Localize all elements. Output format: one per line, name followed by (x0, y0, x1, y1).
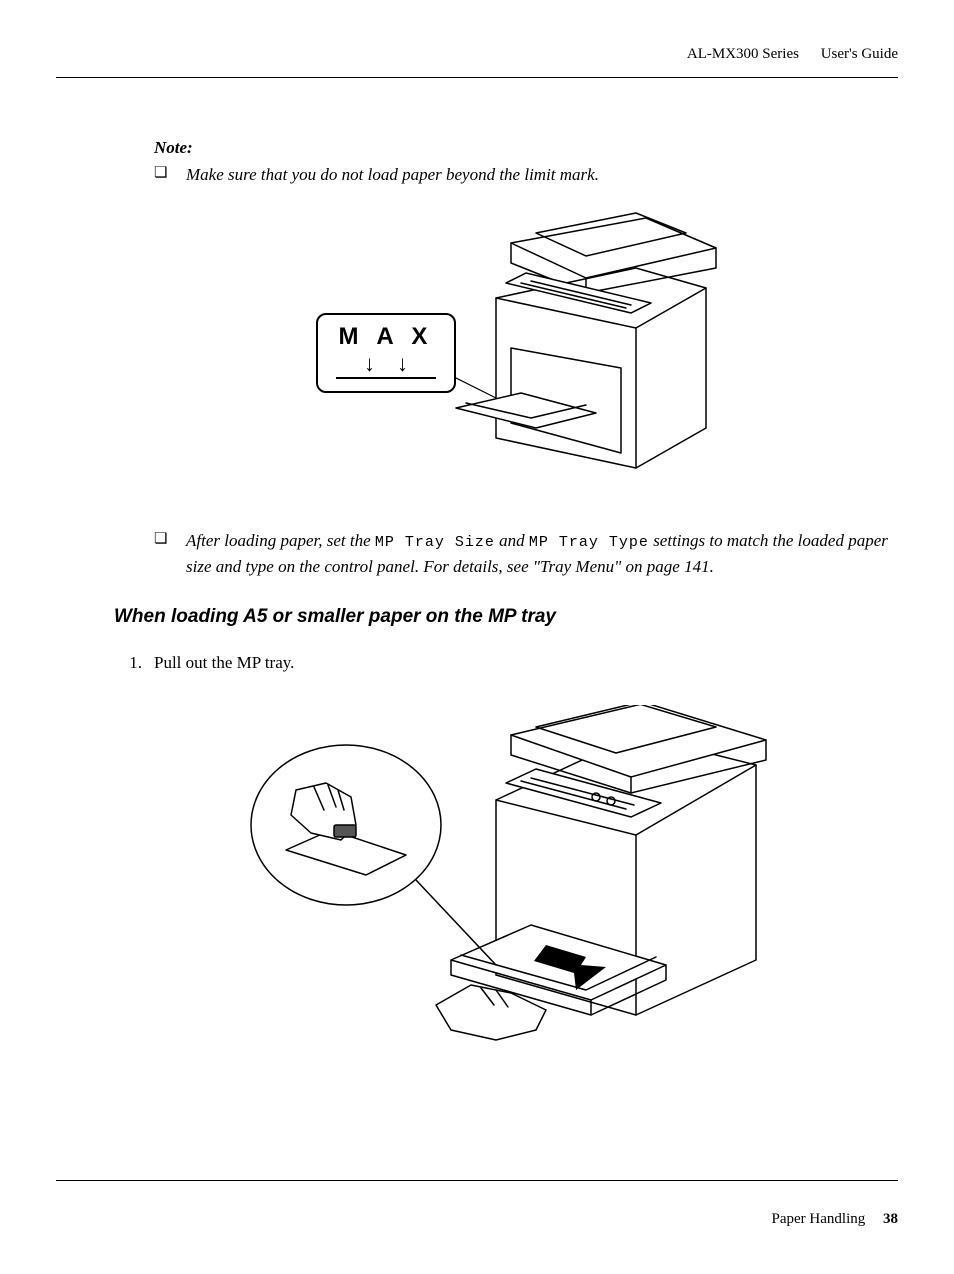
step-list: 1. Pull out the MP tray. (114, 650, 898, 676)
note-bullet-list: Make sure that you do not load paper bey… (154, 162, 898, 188)
bullet2-mono2: MP Tray Type (529, 534, 649, 551)
step-1: 1. Pull out the MP tray. (114, 650, 898, 676)
footer-page-number: 38 (883, 1211, 898, 1227)
printer-pull-illustration (236, 705, 816, 1055)
max-callout: M A X ↓ ↓ (316, 313, 456, 393)
page-header: AL-MX300 Series User's Guide (56, 46, 898, 78)
heading-a5-mp-tray: When loading A5 or smaller paper on the … (114, 606, 898, 628)
figure-max-limit: M A X ↓ ↓ (316, 208, 736, 488)
bullet2-mid: and (495, 531, 529, 550)
down-arrow-icon: ↓ ↓ (364, 351, 408, 376)
step-1-text: Pull out the MP tray. (154, 653, 294, 672)
figure-pull-tray (236, 705, 816, 1055)
max-callout-text: M A X (318, 323, 454, 351)
printer-illustration (436, 208, 736, 478)
footer-section: Paper Handling (772, 1211, 866, 1227)
bullet2-mono1: MP Tray Size (375, 534, 495, 551)
note-label: Note: (154, 138, 898, 158)
page: AL-MX300 Series User's Guide Note: Make … (0, 0, 954, 1274)
page-footer: Paper Handling 38 (56, 1180, 898, 1228)
header-guide: User's Guide (821, 46, 898, 62)
note-bullet-1: Make sure that you do not load paper bey… (154, 162, 898, 188)
note-bullet-list-2: After loading paper, set the MP Tray Siz… (154, 528, 898, 580)
content-region: Note: Make sure that you do not load pap… (154, 138, 898, 1055)
note-bullet-2: After loading paper, set the MP Tray Siz… (154, 528, 898, 580)
bullet2-pre: After loading paper, set the (186, 531, 375, 550)
step-1-number: 1. (114, 650, 142, 676)
header-series: AL-MX300 Series (687, 46, 799, 62)
